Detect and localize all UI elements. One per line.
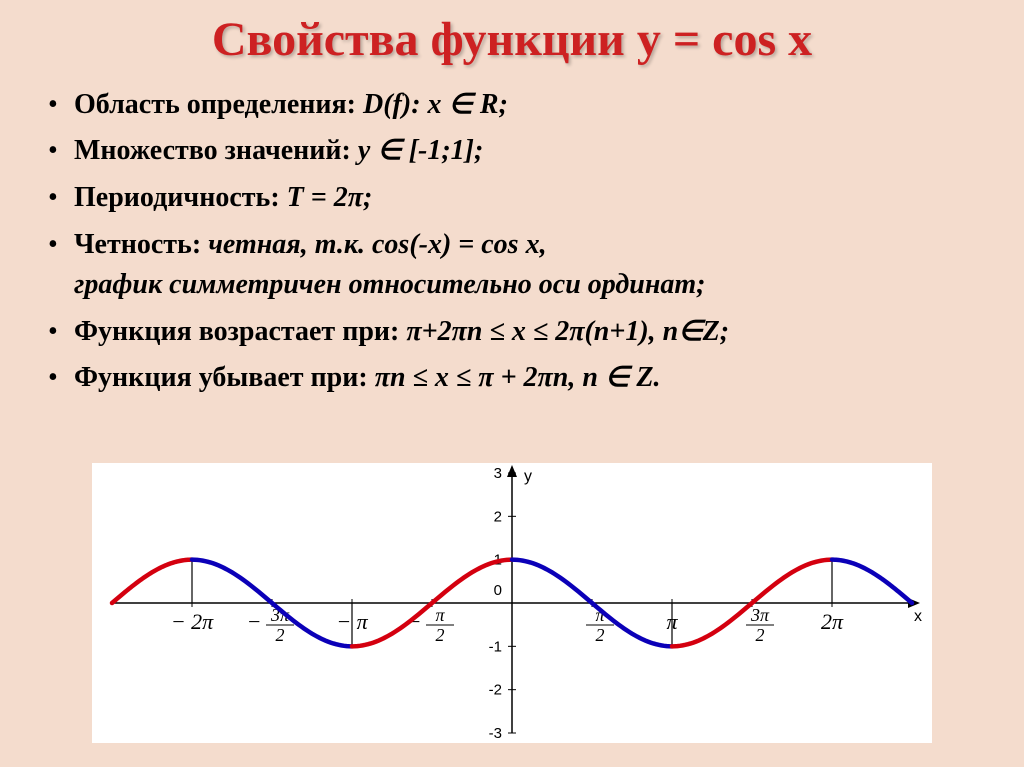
list-item: Четность: четная, т.к. cos(-x) = cos x, … [40, 225, 984, 306]
bullet-lead: Функция убывает при: [74, 362, 368, 393]
cosine-chart: yx-3-2-1123− 2π−3π2− π−π20π2π3π22π [92, 463, 932, 743]
bullet-rest: T = 2π; [287, 182, 373, 213]
page-title: Свойства функции y = cos x [40, 14, 984, 67]
svg-text:0: 0 [494, 582, 502, 599]
svg-text:− 2π: − 2π [171, 609, 214, 634]
bullet-rest: четная, т.к. cos(-x) = cos x, [208, 229, 546, 260]
bullet-rest: D(f): x ∈ R; [363, 89, 508, 120]
bullet-lead: Область определения: [74, 89, 356, 120]
svg-text:3: 3 [494, 465, 502, 482]
svg-text:2: 2 [596, 625, 605, 645]
slide: Свойства функции y = cos x Область опред… [0, 0, 1024, 767]
svg-text:-1: -1 [489, 638, 502, 655]
svg-text:2: 2 [756, 625, 765, 645]
svg-text:π: π [435, 605, 445, 625]
svg-text:2: 2 [436, 625, 445, 645]
svg-text:x: x [914, 608, 922, 625]
bullet-lead: Множество значений: [74, 135, 351, 166]
svg-text:3π: 3π [750, 605, 770, 625]
svg-text:2: 2 [276, 625, 285, 645]
svg-text:2: 2 [494, 508, 502, 525]
svg-text:2π: 2π [821, 609, 844, 634]
bullet-rest: y ∈ [-1;1]; [358, 135, 483, 166]
list-item: Периодичность: T = 2π; [40, 178, 984, 219]
bullet-rest: πn ≤ x ≤ π + 2πn, n ∈ Z. [375, 362, 661, 393]
bullet-rest: π+2πn ≤ x ≤ 2π(n+1), n∈Z; [406, 316, 729, 347]
svg-text:−: − [247, 609, 262, 634]
bullet-lead: Четность: [74, 229, 201, 260]
list-item: Функция возрастает при: π+2πn ≤ x ≤ 2π(n… [40, 312, 984, 353]
bullet-lead: Периодичность: [74, 182, 280, 213]
list-item: Функция убывает при: πn ≤ x ≤ π + 2πn, n… [40, 358, 984, 399]
chart-svg: yx-3-2-1123− 2π−3π2− π−π20π2π3π22π [92, 463, 932, 743]
bullet-cont: график симметричен относительно оси орди… [74, 269, 706, 300]
list-item: Множество значений: y ∈ [-1;1]; [40, 131, 984, 172]
svg-text:-2: -2 [489, 682, 502, 699]
list-item: Область определения: D(f): x ∈ R; [40, 85, 984, 126]
properties-list: Область определения: D(f): x ∈ R; Множес… [40, 85, 984, 399]
bullet-lead: Функция возрастает при: [74, 316, 399, 347]
svg-text:y: y [524, 468, 532, 485]
svg-text:-3: -3 [489, 725, 502, 742]
